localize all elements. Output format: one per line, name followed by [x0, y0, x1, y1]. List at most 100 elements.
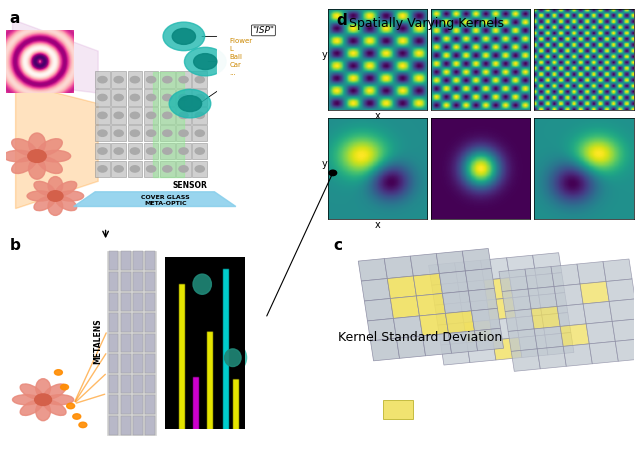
Bar	[160, 71, 175, 88]
Bar	[111, 161, 126, 177]
Bar	[176, 161, 191, 177]
Polygon shape	[511, 349, 540, 371]
Circle shape	[61, 384, 68, 390]
Text: SENSOR: SENSOR	[173, 181, 207, 190]
Bar	[133, 354, 143, 373]
Circle shape	[131, 112, 140, 118]
Polygon shape	[429, 263, 458, 285]
Bar	[160, 161, 175, 177]
Polygon shape	[563, 344, 592, 366]
Bar	[95, 125, 110, 142]
Circle shape	[147, 166, 156, 172]
Ellipse shape	[56, 196, 77, 211]
Ellipse shape	[58, 191, 84, 201]
Bar	[121, 272, 131, 291]
Text: Kernel Standard Deviation: Kernel Standard Deviation	[338, 331, 502, 344]
Polygon shape	[358, 258, 387, 281]
Bar	[145, 374, 155, 394]
Circle shape	[194, 54, 217, 70]
Ellipse shape	[38, 157, 62, 173]
Circle shape	[98, 148, 107, 154]
Circle shape	[195, 94, 204, 101]
Polygon shape	[383, 399, 413, 419]
Bar	[111, 143, 126, 159]
Circle shape	[163, 76, 172, 83]
Bar	[145, 252, 155, 270]
Circle shape	[114, 112, 124, 118]
Bar	[109, 313, 118, 332]
Bar	[133, 293, 143, 311]
Polygon shape	[458, 280, 487, 303]
Polygon shape	[577, 262, 606, 284]
Ellipse shape	[187, 268, 218, 301]
Polygon shape	[464, 320, 493, 343]
Bar	[127, 71, 142, 88]
Polygon shape	[431, 283, 461, 305]
Bar	[109, 293, 118, 311]
Bar	[109, 416, 118, 435]
Bar	[193, 143, 207, 159]
Bar	[144, 89, 159, 106]
Polygon shape	[508, 329, 537, 351]
Bar	[193, 125, 207, 142]
Polygon shape	[74, 192, 236, 207]
Ellipse shape	[13, 394, 40, 405]
Bar	[121, 293, 131, 311]
Polygon shape	[417, 293, 445, 316]
Bar	[153, 72, 184, 177]
Bar	[144, 71, 159, 88]
Polygon shape	[367, 318, 397, 341]
Polygon shape	[589, 341, 618, 364]
Bar	[144, 143, 159, 159]
Polygon shape	[528, 287, 557, 309]
Text: d: d	[336, 13, 347, 28]
Circle shape	[114, 76, 124, 83]
Text: METALENS: METALENS	[93, 318, 102, 364]
Polygon shape	[516, 315, 545, 338]
Bar	[109, 395, 118, 414]
Polygon shape	[551, 264, 580, 287]
Circle shape	[147, 148, 156, 154]
Bar	[95, 161, 110, 177]
Bar	[160, 107, 175, 124]
Polygon shape	[615, 339, 640, 361]
Polygon shape	[384, 256, 413, 278]
Polygon shape	[362, 278, 390, 301]
Polygon shape	[441, 343, 470, 365]
Circle shape	[54, 369, 62, 375]
Polygon shape	[435, 303, 464, 325]
Polygon shape	[580, 282, 609, 304]
Polygon shape	[519, 335, 548, 358]
Circle shape	[195, 112, 204, 118]
Polygon shape	[554, 284, 583, 307]
Text: a: a	[10, 11, 20, 26]
Bar	[109, 334, 118, 353]
Circle shape	[147, 112, 156, 118]
Bar	[176, 125, 191, 142]
Polygon shape	[387, 276, 417, 298]
Circle shape	[131, 76, 140, 83]
Polygon shape	[542, 313, 571, 335]
Ellipse shape	[48, 177, 63, 194]
Circle shape	[114, 130, 124, 136]
Ellipse shape	[29, 158, 45, 179]
Bar	[108, 251, 156, 435]
Polygon shape	[537, 346, 566, 369]
Bar	[121, 374, 131, 394]
Circle shape	[28, 150, 46, 162]
Bar	[133, 313, 143, 332]
Bar	[145, 334, 155, 353]
Bar	[133, 272, 143, 291]
Circle shape	[98, 76, 107, 83]
Circle shape	[147, 130, 156, 136]
Polygon shape	[509, 275, 539, 298]
Circle shape	[98, 130, 107, 136]
Bar	[176, 143, 191, 159]
Circle shape	[73, 414, 81, 419]
Bar	[145, 313, 155, 332]
Polygon shape	[532, 253, 562, 275]
Polygon shape	[465, 268, 494, 291]
Polygon shape	[539, 293, 568, 315]
Ellipse shape	[44, 384, 66, 399]
Polygon shape	[468, 288, 497, 311]
